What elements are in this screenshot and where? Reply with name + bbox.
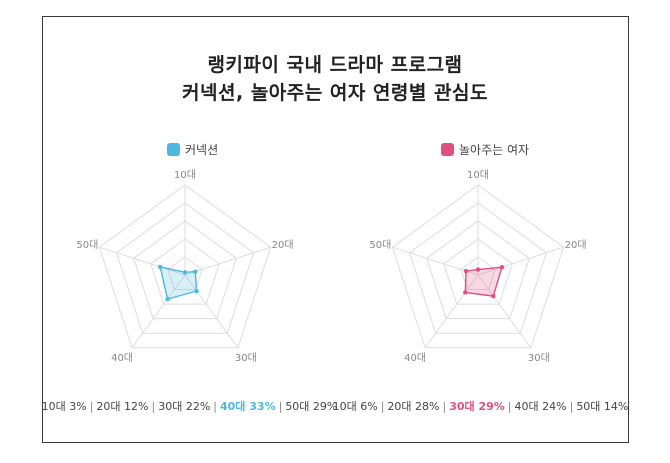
chart-frame xyxy=(42,16,629,443)
radar-axis-label-connection-2: 30대 xyxy=(235,352,257,364)
footer-separator: | xyxy=(507,400,512,413)
footer-value-connection-3: 40대 33% xyxy=(220,400,276,413)
radar-grid-ring-connection-4 xyxy=(115,202,255,334)
radar-grid-ring-connection-3 xyxy=(133,220,237,320)
radar-axis-label-playing-woman-4: 50대 xyxy=(369,239,391,251)
radar-spoke-connection-1 xyxy=(184,246,271,276)
radar-data-point-playing-woman-3 xyxy=(463,290,468,295)
radar-axis-label-playing-woman-3: 40대 xyxy=(404,352,426,364)
radar-spoke-playing-woman-2 xyxy=(477,274,532,349)
radar-spoke-connection-3 xyxy=(131,274,186,349)
radar-grid-ring-connection-2 xyxy=(150,238,220,305)
radar-data-point-connection-4 xyxy=(157,264,163,270)
radar-data-point-connection-0 xyxy=(182,270,188,275)
radar-axis-label-connection-0: 10대 xyxy=(174,169,196,181)
footer-value-playing-woman-0: 10대 6% xyxy=(332,400,378,413)
radar-data-area-playing-woman xyxy=(464,266,503,297)
radar-data-point-connection-1 xyxy=(193,269,198,274)
radar-spoke-connection-2 xyxy=(184,274,239,349)
footer-separator: | xyxy=(278,400,283,413)
radar-data-point-playing-woman-1 xyxy=(499,265,505,270)
radar-spoke-connection-4 xyxy=(99,246,186,276)
radar-data-point-playing-woman-0 xyxy=(475,267,481,272)
footer-separator: | xyxy=(569,400,574,413)
legend-label-playing-woman: 놀아주는 여자 xyxy=(459,143,530,157)
legend-connection: 커넥션 xyxy=(167,141,218,158)
radar-axis-label-connection-4: 50대 xyxy=(76,239,98,251)
footer-value-connection-0: 10대 3% xyxy=(41,400,87,413)
radar-data-area-connection xyxy=(159,266,198,300)
radar-data-point-connection-3 xyxy=(165,296,170,302)
footer-value-playing-woman-2: 30대 29% xyxy=(449,400,505,413)
radar-spoke-playing-woman-1 xyxy=(477,246,564,276)
radar-axis-label-playing-woman-0: 10대 xyxy=(467,169,489,181)
legend-playing-woman: 놀아주는 여자 xyxy=(441,141,529,158)
chart-title-line2: 커넥션, 놀아주는 여자 연령별 관심도 xyxy=(182,82,488,104)
radar-axis-label-playing-woman-2: 30대 xyxy=(528,352,550,364)
radar-grid-ring-playing-woman-4 xyxy=(408,202,548,334)
radar-grid-ring-connection-1 xyxy=(167,256,203,291)
footer-separator: | xyxy=(213,400,217,413)
footer-value-connection-4: 50대 29% xyxy=(285,400,338,413)
legend-swatch-connection xyxy=(167,143,180,156)
radar-data-point-playing-woman-4 xyxy=(463,268,469,274)
radar-spoke-playing-woman-4 xyxy=(392,246,479,276)
radar-axis-label-playing-woman-1: 20대 xyxy=(565,239,587,251)
footer-value-playing-woman-1: 20대 28% xyxy=(387,400,440,413)
chart-title-line1: 랭키파이 국내 드라마 프로그램 xyxy=(207,54,463,76)
footer-values-connection: 10대 3% | 20대 12% | 30대 22% | 40대 33% | 50대 29% xyxy=(22,398,357,414)
radar-axis-label-connection-1: 20대 xyxy=(272,239,294,251)
radar-data-point-playing-woman-2 xyxy=(491,293,496,299)
footer-values-playing-woman: 10대 6% | 20대 28% | 30대 29% | 40대 24% | 50대 14% xyxy=(313,398,648,414)
radar-grid-ring-connection-5 xyxy=(98,184,272,349)
footer-value-connection-2: 30대 22% xyxy=(158,400,211,413)
footer-value-playing-woman-4: 50대 14% xyxy=(576,400,629,413)
footer-separator: | xyxy=(442,400,447,413)
footer-value-connection-1: 20대 12% xyxy=(96,400,149,413)
legend-label-connection: 커넥션 xyxy=(185,143,219,157)
legend-swatch-playing-woman xyxy=(441,143,454,156)
radar-grid-ring-playing-woman-1 xyxy=(460,256,496,291)
radar-data-point-connection-2 xyxy=(194,288,199,294)
footer-separator: | xyxy=(89,400,94,413)
footer-separator: | xyxy=(380,400,385,413)
radar-grid-ring-playing-woman-5 xyxy=(391,184,565,349)
footer-separator: | xyxy=(151,400,156,413)
radar-axis-label-connection-3: 40대 xyxy=(111,352,133,364)
radar-spoke-playing-woman-3 xyxy=(424,274,479,349)
footer-value-playing-woman-3: 40대 24% xyxy=(514,400,567,413)
radar-grid-ring-playing-woman-3 xyxy=(426,220,530,320)
radar-grid-ring-playing-woman-2 xyxy=(443,238,513,305)
